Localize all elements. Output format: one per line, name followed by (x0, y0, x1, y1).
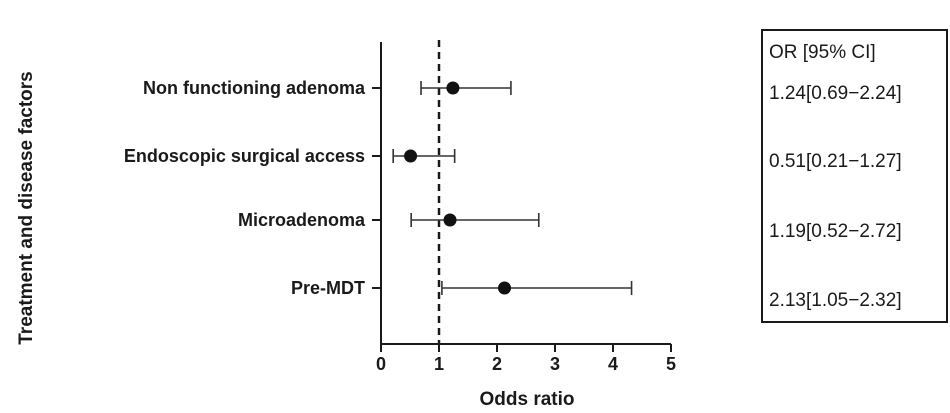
y-tick-label: Non functioning adenoma (143, 78, 366, 98)
or-table-row: 0.51[0.21−1.27] (769, 151, 902, 172)
or-table-header: OR [95% CI] (769, 42, 876, 63)
x-tick-label: 3 (550, 354, 560, 374)
or-point (446, 81, 460, 95)
or-table-row: 1.19[0.52−2.72] (769, 221, 902, 242)
or-table-row: 1.24[0.69−2.24] (769, 83, 902, 104)
or-table-box (761, 29, 948, 323)
y-axis-title: Treatment and disease factors (16, 71, 37, 345)
x-tick-label: 5 (666, 354, 676, 374)
x-tick-label: 1 (434, 354, 444, 374)
x-axis-title: Odds ratio (479, 389, 574, 410)
plot-marks (392, 81, 633, 295)
or-point (404, 149, 418, 163)
y-tick-label: Pre-MDT (291, 278, 365, 298)
or-table-row: 2.13[1.05−2.32] (769, 290, 902, 311)
x-tick-label: 0 (376, 354, 386, 374)
plot-axes: 0 1 2 3 4 5 Non functioning adenoma Endoscopic … (124, 40, 676, 374)
y-tick-label: Endoscopic surgical access (124, 146, 365, 166)
x-tick-label: 2 (492, 354, 502, 374)
y-tick-label: Microadenoma (238, 210, 366, 230)
or-point (498, 281, 512, 295)
or-point (443, 213, 457, 227)
or-table-rows: 1.24[0.69−2.24] 0.51[0.21−1.27] 1.19[0.52−… (769, 83, 902, 311)
x-tick-label: 4 (608, 354, 618, 374)
